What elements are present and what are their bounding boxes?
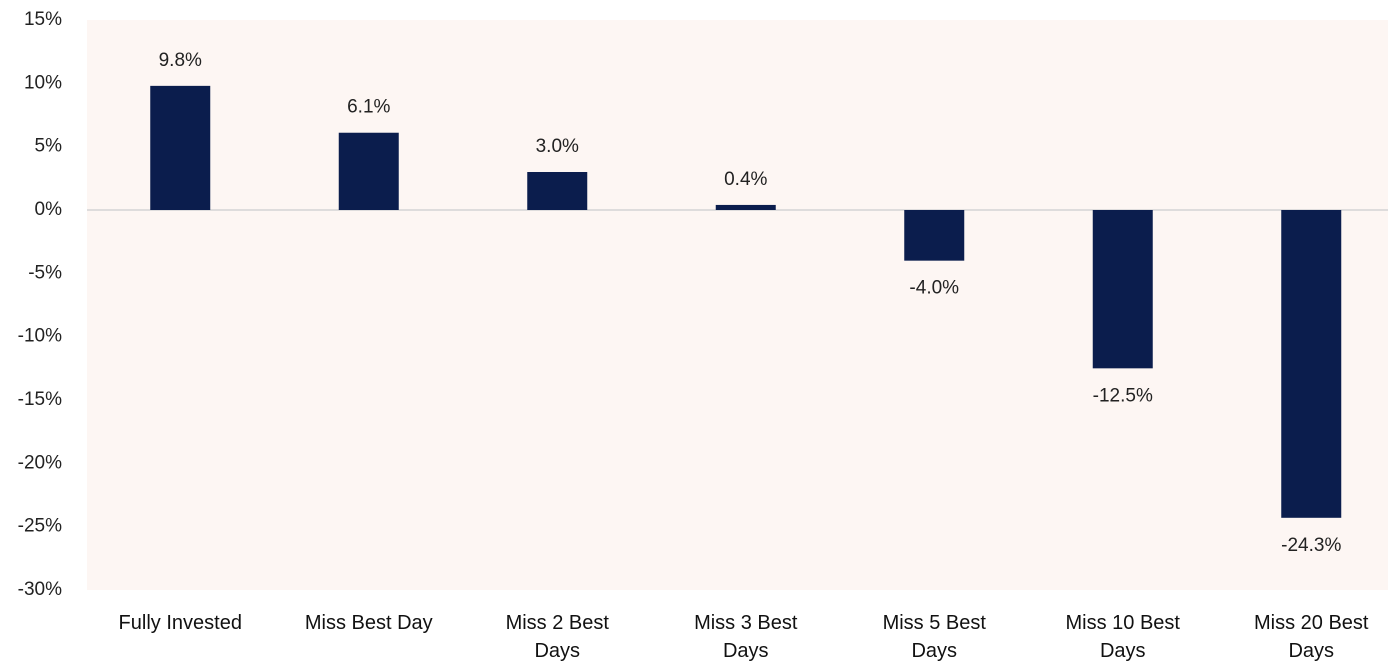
- y-tick-label: -25%: [18, 516, 62, 537]
- bar: [904, 210, 965, 261]
- x-tick-label: Miss 10 Best Days: [1065, 612, 1180, 662]
- y-tick-label: 10%: [24, 72, 62, 93]
- bar: [715, 204, 776, 210]
- value-label: -4.0%: [909, 278, 959, 299]
- value-label: -24.3%: [1281, 535, 1341, 556]
- x-tick-label: Miss 3 Best Days: [694, 612, 798, 662]
- y-tick-label: 5%: [35, 136, 63, 157]
- y-tick-label: -5%: [28, 262, 62, 283]
- x-tick-label: Fully Invested: [118, 612, 242, 634]
- value-label: 6.1%: [347, 97, 390, 118]
- plot-background: [87, 20, 1388, 590]
- value-label: 9.8%: [159, 50, 202, 71]
- bar: [1281, 210, 1342, 518]
- y-tick-label: -30%: [18, 579, 62, 600]
- y-tick-label: -15%: [18, 389, 62, 410]
- y-tick-label: 15%: [24, 9, 62, 30]
- y-tick-label: 0%: [35, 199, 63, 220]
- bar: [1092, 210, 1153, 369]
- y-tick-label: -20%: [18, 452, 62, 473]
- value-label: 3.0%: [536, 136, 579, 157]
- value-label: -12.5%: [1093, 385, 1153, 406]
- bar: [150, 85, 211, 210]
- bar: [527, 172, 588, 210]
- x-tick-label: Miss 5 Best Days: [882, 612, 986, 662]
- y-tick-label: -10%: [18, 326, 62, 347]
- x-tick-label: Miss 20 Best Days: [1254, 612, 1369, 662]
- x-tick-label: Miss Best Day: [304, 612, 433, 634]
- bar: [338, 132, 399, 210]
- value-label: 0.4%: [724, 169, 767, 190]
- x-tick-label: Miss 2 Best Days: [505, 612, 609, 662]
